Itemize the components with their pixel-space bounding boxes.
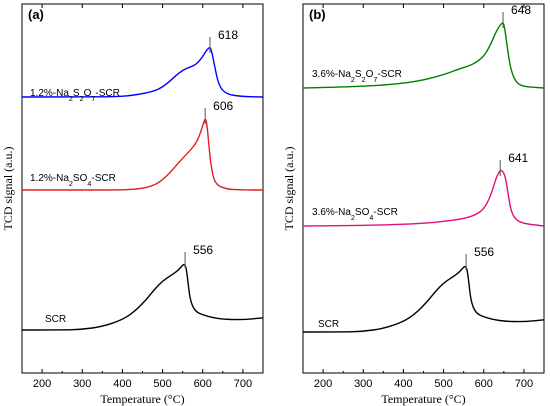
peak-label: 648 [511, 3, 531, 17]
peak-label: 641 [508, 151, 528, 165]
y-axis-label: TCD signal (a.u.) [1, 147, 15, 231]
series-label: 3.6%-Na2S2O7-SCR [312, 69, 402, 84]
x-tick-label: 400 [394, 378, 412, 390]
chart-panel-a: (a) 200 300 400 500 600 700 Temperature (°C) TCD… [1, 3, 264, 406]
x-tick-label: 300 [73, 378, 91, 390]
x-tick-label: 600 [475, 378, 493, 390]
x-tick-label: 400 [113, 378, 131, 390]
series-line-1 [302, 169, 545, 227]
peak-label: 556 [193, 243, 213, 257]
series-line-0 [302, 22, 545, 89]
series-label: 1.2%-Na2S2O7-SCR [30, 88, 120, 103]
x-tick-label: 200 [33, 378, 51, 390]
peak-label: 556 [474, 245, 494, 259]
series-label: SCR [45, 314, 66, 325]
series-line-2 [302, 265, 545, 333]
x-tick-label: 700 [234, 378, 252, 390]
y-axis-label: TCD signal (a.u.) [282, 147, 296, 231]
series-line-1 [21, 118, 263, 191]
chart-panel-b: (b) 200 300 400 500 600 700 Temperature (°C) TCD… [282, 3, 545, 406]
panel-label: (b) [309, 7, 326, 22]
series-line-0 [21, 46, 264, 98]
x-tick-label: 200 [314, 378, 332, 390]
x-tick-label: 700 [515, 378, 533, 390]
series-label: 3.6%-Na2SO4-SCR [312, 207, 398, 222]
peak-label: 618 [218, 28, 238, 42]
x-tick-label: 500 [153, 378, 171, 390]
x-axis-label: Temperature (°C) [100, 392, 184, 406]
panel-label: (a) [28, 7, 44, 22]
series-line-2 [21, 263, 264, 331]
x-tick-label: 600 [194, 378, 212, 390]
series-label: SCR [318, 319, 339, 330]
peak-label: 606 [213, 99, 233, 113]
series-label: 1.2%-Na2SO4-SCR [30, 173, 116, 188]
x-axis-label: Temperature (°C) [381, 392, 465, 406]
x-tick-label: 300 [354, 378, 372, 390]
x-tick-label: 500 [434, 378, 452, 390]
